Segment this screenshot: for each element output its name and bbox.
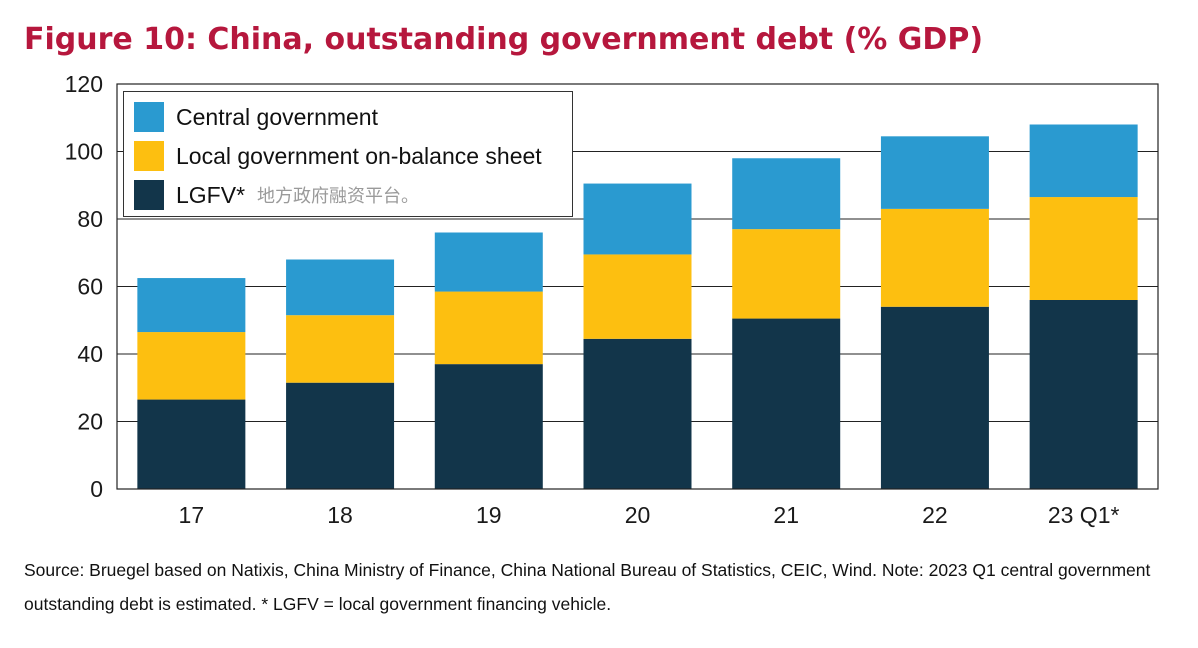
bar-22-series-0 [880, 306, 989, 489]
legend-note-lgfv: 地方政府融资平台。 [257, 186, 420, 207]
bar-23q1-series-2 [1029, 124, 1138, 198]
y-tick-label: 80 [77, 206, 103, 232]
legend-item-central: Central government [134, 102, 378, 132]
x-tick-label: 22 [922, 502, 948, 528]
y-tick-label: 0 [90, 476, 103, 502]
bar-18-series-0 [286, 382, 395, 489]
legend-item-lgfv: LGFV* 地方政府融资平台。 [134, 180, 419, 210]
bar-19-series-2 [434, 232, 543, 292]
legend-label-lgfv: LGFV* [176, 181, 246, 208]
plot-frame [116, 83, 1159, 490]
chart-title: Figure 10: China, outstanding government… [24, 22, 984, 57]
bar-21-series-1 [732, 229, 841, 319]
bar-20-series-0 [583, 338, 692, 489]
source-note: Source: Bruegel based on Natixis, China … [24, 560, 1151, 614]
bar-19-series-1 [434, 291, 543, 365]
x-tick-label: 18 [327, 502, 353, 528]
bar-20-series-1 [583, 254, 692, 339]
y-tick-label: 100 [65, 139, 103, 165]
legend-label-central: Central government [176, 103, 378, 130]
bar-17-series-1 [137, 332, 246, 400]
legend-label-local: Local government on-balance sheet [176, 142, 542, 169]
y-tick-label: 120 [65, 71, 103, 97]
y-tick-label: 20 [77, 409, 103, 435]
bar-18-series-2 [286, 259, 395, 316]
legend-swatch-local [134, 141, 164, 171]
bar-23q1-series-0 [1029, 300, 1138, 489]
x-tick-label: 21 [773, 502, 799, 528]
bar-21-series-2 [732, 158, 841, 230]
x-tick-label: 20 [625, 502, 651, 528]
x-tick-label: 19 [476, 502, 502, 528]
x-tick-label: 17 [179, 502, 205, 528]
bar-22-series-2 [880, 136, 989, 209]
legend-swatch-central [134, 102, 164, 132]
bar-17-series-0 [137, 399, 246, 489]
y-tick-label: 60 [77, 274, 103, 300]
legend-swatch-lgfv [134, 180, 164, 210]
bar-18-series-1 [286, 315, 395, 383]
x-tick-label: 23 Q1* [1048, 502, 1120, 528]
bar-22-series-1 [880, 208, 989, 307]
bar-23q1-series-1 [1029, 197, 1138, 300]
legend: Central government Local government on-b… [123, 91, 573, 217]
bar-21-series-0 [732, 318, 841, 489]
bar-17-series-2 [137, 278, 246, 333]
bar-19-series-0 [434, 364, 543, 489]
y-tick-label: 40 [77, 341, 103, 367]
bar-20-series-2 [583, 183, 692, 255]
legend-item-local: Local government on-balance sheet [134, 141, 542, 171]
